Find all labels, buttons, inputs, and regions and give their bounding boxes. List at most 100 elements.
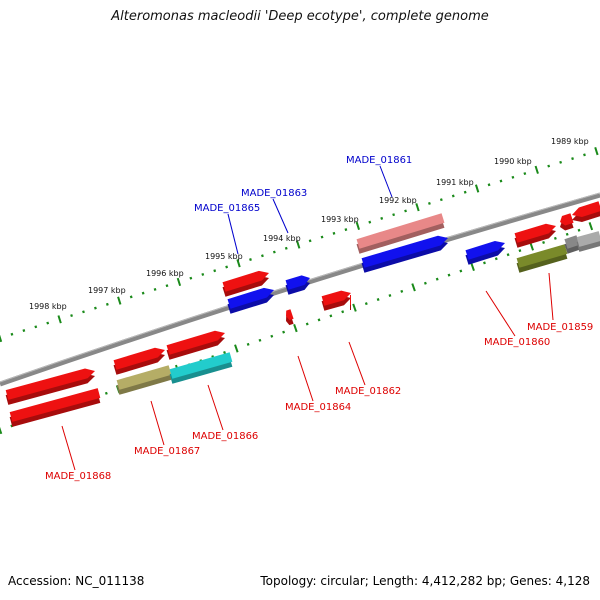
outer-minor-tick [165, 284, 169, 288]
gene-feature-15 [516, 244, 568, 273]
outer-minor-tick [487, 183, 491, 187]
gene-feature-1 [514, 223, 556, 248]
inner-minor-tick [305, 322, 309, 326]
gene-body [516, 244, 568, 268]
gene-body [465, 240, 505, 260]
gene-feature-20 [9, 388, 101, 427]
tick-label: 1995 kbp [205, 252, 243, 261]
gene-label: MADE_01862 [335, 386, 401, 397]
inner-minor-tick [104, 391, 108, 395]
gene-features [5, 201, 600, 427]
gene-feature-21 [350, 295, 351, 310]
inner-minor-tick [565, 232, 569, 236]
gene-body [113, 347, 165, 370]
gene-leader-line [297, 355, 314, 402]
gene-feature-11 [286, 309, 294, 326]
inner-minor-tick [447, 273, 451, 277]
gene-body [560, 213, 574, 226]
inner-minor-tick [400, 289, 404, 293]
gene-leader-line [348, 341, 366, 386]
gene-body [321, 290, 351, 306]
gene-feature-19 [169, 352, 233, 384]
tick-label: 1996 kbp [146, 269, 184, 278]
outer-minor-tick [320, 235, 324, 239]
outer-minor-tick [392, 213, 396, 217]
outer-tick-track [0, 147, 599, 343]
inner-minor-tick [494, 257, 498, 261]
gene-feature-5 [361, 235, 448, 273]
outer-minor-tick [129, 295, 133, 299]
inner-minor-tick [223, 351, 226, 355]
gene-label: MADE_01859 [527, 322, 593, 333]
gene-leader-line [207, 384, 224, 431]
tick-label: 1991 kbp [436, 178, 474, 187]
inner-minor-tick [376, 298, 380, 302]
inner-minor-tick [258, 338, 262, 342]
gene-body [9, 388, 101, 422]
accession-label: Accession: NC_011138 [8, 574, 145, 588]
outer-minor-tick [272, 250, 276, 254]
inner-major-tick [470, 262, 475, 272]
gene-body [514, 223, 556, 243]
inner-minor-tick [329, 314, 333, 318]
gene-body [564, 235, 580, 249]
gene-label: MADE_01864 [285, 402, 351, 413]
gene-leader-line [227, 213, 239, 255]
outer-minor-tick [451, 194, 455, 198]
gene-feature-18 [116, 365, 172, 395]
gene-feature-8 [285, 275, 310, 295]
gene-leader-line [379, 165, 393, 198]
outer-minor-tick [201, 272, 205, 276]
tick-labels: 1989 kbp 1990 kbp 1991 kbp 1992 kbp 1993 kbp… [29, 137, 589, 311]
gene-feature-7 [227, 287, 274, 314]
outer-minor-tick [583, 153, 586, 157]
outer-minor-tick [499, 179, 503, 183]
gene-body [285, 275, 310, 290]
gene-feature-9 [465, 240, 505, 265]
gene-label: MADE_01867 [134, 446, 200, 457]
outer-major-tick [236, 259, 241, 268]
inner-major-tick [293, 323, 298, 333]
gene-body [576, 231, 600, 247]
gene-leader-line [61, 425, 76, 471]
inner-minor-tick [246, 342, 250, 346]
outer-minor-tick [261, 254, 264, 258]
outer-major-tick [296, 240, 301, 249]
inner-minor-tick [506, 253, 510, 257]
outer-minor-tick [284, 246, 288, 250]
tick-label: 1998 kbp [29, 302, 67, 311]
inner-minor-tick [483, 261, 486, 265]
inner-major-tick [588, 222, 594, 231]
gene-body [169, 352, 233, 379]
outer-minor-tick [344, 228, 348, 232]
inner-minor-tick [270, 334, 274, 338]
gene-leader-line [485, 290, 516, 337]
outer-minor-tick [249, 258, 252, 261]
inner-minor-tick [459, 269, 463, 273]
outer-minor-tick [225, 265, 229, 269]
inner-minor-tick [518, 249, 522, 253]
outer-minor-tick [439, 198, 443, 202]
outer-minor-tick [94, 306, 97, 310]
gene-feature-10 [321, 290, 351, 311]
gene-body [166, 330, 225, 355]
gene-body [572, 201, 600, 218]
outer-minor-tick [308, 239, 312, 243]
outer-minor-tick [153, 287, 157, 291]
inner-minor-tick [317, 318, 321, 322]
outer-minor-tick [404, 209, 407, 213]
inner-minor-tick [423, 281, 427, 285]
outer-major-tick [355, 221, 360, 230]
tick-label: 1993 kbp [321, 215, 359, 224]
outer-minor-tick [46, 321, 50, 325]
gene-feature-14 [5, 368, 96, 405]
outer-major-tick [0, 334, 3, 343]
outer-minor-tick [10, 332, 14, 336]
gene-body [116, 365, 172, 390]
outer-major-tick [176, 277, 182, 287]
outer-major-tick [117, 296, 122, 305]
inner-major-tick [234, 344, 239, 353]
gene-feature-17 [576, 231, 600, 252]
outer-minor-tick [70, 314, 73, 318]
